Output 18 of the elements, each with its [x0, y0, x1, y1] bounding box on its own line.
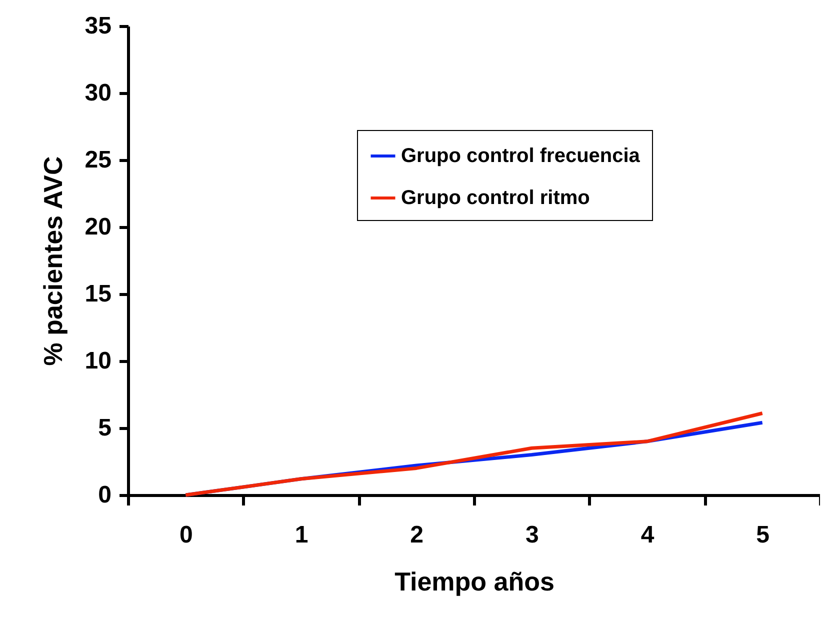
- y-tick-label: 25: [84, 146, 112, 174]
- y-tick-label: 0: [98, 482, 112, 508]
- x-tick-label: 5: [756, 522, 770, 548]
- x-tick-label: 2: [410, 522, 424, 548]
- y-tick-label: 15: [84, 280, 112, 308]
- y-tick-label: 30: [84, 80, 112, 106]
- y-tick-label: 10: [84, 348, 112, 374]
- y-tick-label: 35: [84, 12, 112, 40]
- x-tick-label: 1: [294, 522, 308, 548]
- x-tick-label: 0: [179, 522, 193, 548]
- y-tick-label: 5: [98, 414, 112, 442]
- y-axis-title: % pacientes AVC: [38, 156, 68, 366]
- legend-label: Grupo control ritmo: [401, 187, 590, 209]
- x-tick-label: 3: [525, 522, 539, 548]
- legend-label: Grupo control frecuencia: [401, 145, 641, 167]
- x-axis-title: Tiempo años: [394, 566, 554, 596]
- y-tick-label: 20: [84, 214, 112, 240]
- x-tick-label: 4: [640, 522, 655, 548]
